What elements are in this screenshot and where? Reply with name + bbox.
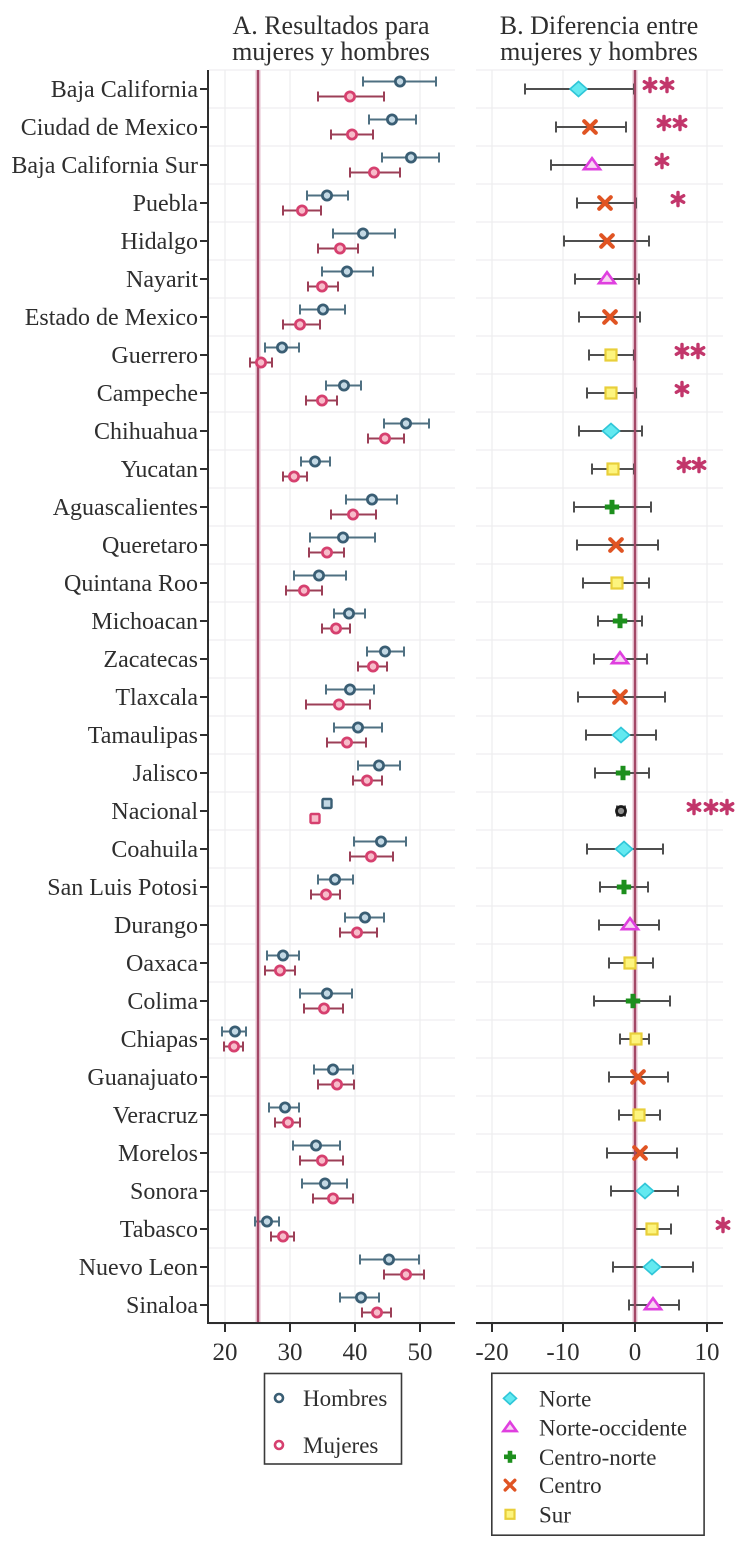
svg-text:Durango: Durango	[114, 913, 198, 939]
svg-text:Campeche: Campeche	[97, 381, 198, 407]
svg-text:Yucatan: Yucatan	[121, 457, 198, 483]
svg-text:mujeres y hombres: mujeres y hombres	[232, 37, 430, 66]
svg-text:-20: -20	[475, 1339, 508, 1366]
svg-text:20: 20	[213, 1339, 238, 1366]
svg-text:Centro: Centro	[539, 1473, 602, 1498]
svg-text:Baja California Sur: Baja California Sur	[11, 153, 198, 179]
svg-text:Quintana Roo: Quintana Roo	[64, 571, 198, 597]
svg-text:B. Diferencia entre: B. Diferencia entre	[500, 11, 699, 40]
svg-text:Nayarit: Nayarit	[126, 267, 198, 293]
svg-text:Hidalgo: Hidalgo	[121, 229, 198, 255]
svg-text:-10: -10	[546, 1339, 579, 1366]
svg-text:A. Resultados para: A. Resultados para	[232, 11, 430, 40]
svg-text:Centro-norte: Centro-norte	[539, 1445, 657, 1470]
svg-text:San Luis Potosi: San Luis Potosi	[47, 875, 198, 901]
svg-text:Sinaloa: Sinaloa	[126, 1293, 198, 1319]
svg-text:Jalisco: Jalisco	[133, 761, 198, 787]
svg-text:Baja California: Baja California	[51, 77, 199, 103]
svg-text:Hombres: Hombres	[303, 1386, 387, 1411]
svg-text:Queretaro: Queretaro	[102, 533, 198, 559]
svg-text:Colima: Colima	[127, 989, 198, 1015]
svg-text:Coahuila: Coahuila	[111, 837, 198, 863]
svg-text:Nacional: Nacional	[111, 799, 198, 825]
svg-text:Ciudad de Mexico: Ciudad de Mexico	[21, 115, 198, 141]
svg-text:Puebla: Puebla	[133, 191, 199, 217]
svg-text:30: 30	[278, 1339, 303, 1366]
svg-text:Aguascalientes: Aguascalientes	[53, 495, 198, 521]
svg-text:Chihuahua: Chihuahua	[94, 419, 198, 445]
svg-text:50: 50	[408, 1339, 433, 1366]
svg-text:mujeres y hombres: mujeres y hombres	[500, 37, 698, 66]
svg-text:Zacatecas: Zacatecas	[103, 647, 198, 673]
svg-text:Oaxaca: Oaxaca	[126, 951, 198, 977]
svg-text:Norte-occidente: Norte-occidente	[539, 1416, 687, 1441]
svg-text:Tabasco: Tabasco	[120, 1217, 198, 1243]
svg-text:Veracruz: Veracruz	[113, 1103, 198, 1129]
svg-text:40: 40	[343, 1339, 368, 1366]
svg-text:Tlaxcala: Tlaxcala	[115, 685, 198, 711]
svg-text:Norte: Norte	[539, 1386, 591, 1411]
svg-text:Guerrero: Guerrero	[111, 343, 198, 369]
svg-text:Guanajuato: Guanajuato	[87, 1065, 198, 1091]
svg-text:Sur: Sur	[539, 1502, 571, 1527]
svg-text:Nuevo Leon: Nuevo Leon	[79, 1255, 198, 1281]
svg-text:Sonora: Sonora	[130, 1179, 198, 1205]
svg-text:Michoacan: Michoacan	[91, 609, 198, 635]
svg-text:Morelos: Morelos	[118, 1141, 198, 1167]
svg-text:Mujeres: Mujeres	[303, 1433, 378, 1458]
svg-text:Tamaulipas: Tamaulipas	[88, 723, 198, 749]
svg-text:10: 10	[695, 1339, 720, 1366]
svg-text:0: 0	[629, 1339, 642, 1366]
svg-text:Estado de Mexico: Estado de Mexico	[25, 305, 198, 331]
svg-text:Chiapas: Chiapas	[121, 1027, 198, 1053]
